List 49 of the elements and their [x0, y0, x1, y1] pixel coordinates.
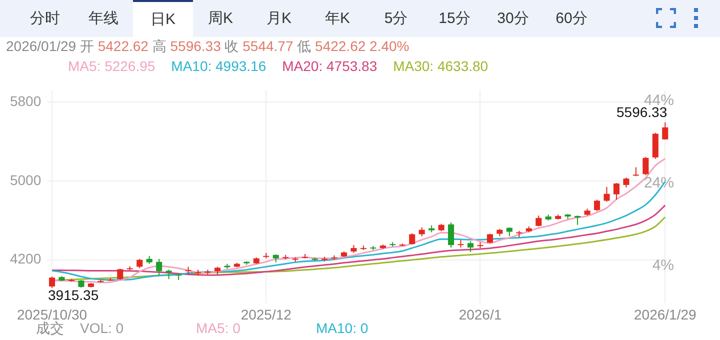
y2-tick-label: 24%: [644, 174, 674, 192]
candlestick: [594, 199, 600, 212]
y2-tick-label: 4%: [652, 257, 674, 274]
candlestick: [652, 132, 658, 160]
text: 周K: [206, 9, 234, 29]
candlestick: [536, 215, 542, 227]
text: MA5: 0: [196, 320, 240, 336]
text: 月K: [265, 9, 292, 29]
text: MA10: 4993.16: [171, 58, 266, 74]
text: MA20: 4753.83: [282, 58, 378, 74]
text: 分时: [29, 9, 61, 29]
x-tick-label: 2025/10/30: [16, 306, 88, 322]
y-tick-label: 5800: [10, 93, 42, 110]
candlestick: [156, 258, 162, 276]
candlestick: [642, 156, 649, 176]
candlestick: [662, 122, 668, 140]
text: 15分: [438, 9, 472, 29]
candlestick: [409, 232, 416, 246]
candlestick: [117, 268, 124, 281]
candlestick: [48, 276, 56, 288]
text: 30分: [496, 9, 530, 29]
text: 5分: [383, 9, 409, 29]
y-tick-label: 5000: [10, 172, 42, 188]
y-tick-label: 4200: [10, 250, 42, 267]
candlestick: [467, 240, 474, 252]
candlestick: [613, 182, 620, 200]
candlestick: [604, 186, 610, 202]
x-tick-label: 2026/1/29: [634, 306, 696, 322]
x-tick-label: 2025/12: [240, 306, 292, 322]
text: 日K: [133, 0, 193, 37]
candlestick: [623, 177, 630, 188]
text: 2026/01/29 开 5422.62 高 5596.33 收 5544.77 低 5422.62 2.40%: [6, 38, 410, 54]
text: 年线: [88, 9, 120, 29]
candlestick: [486, 233, 493, 244]
candlestick: [448, 222, 454, 248]
candlestick: [136, 258, 143, 269]
text: 成交: [36, 320, 64, 338]
text: VOL: 0: [80, 320, 124, 336]
annotation: 5596.33: [616, 104, 668, 120]
text: MA30: 4633.80: [393, 58, 488, 74]
candlestick: [574, 215, 581, 226]
x-tick-label: 2026/1: [458, 306, 502, 322]
annotation: 3915.35: [48, 286, 99, 303]
text: MA5: 5226.95: [68, 58, 156, 74]
candlestick: [632, 166, 639, 177]
text: 年K: [324, 9, 351, 29]
text: 60分: [554, 9, 588, 29]
candlestick: [166, 269, 172, 280]
text: MA10: 0: [316, 320, 368, 336]
